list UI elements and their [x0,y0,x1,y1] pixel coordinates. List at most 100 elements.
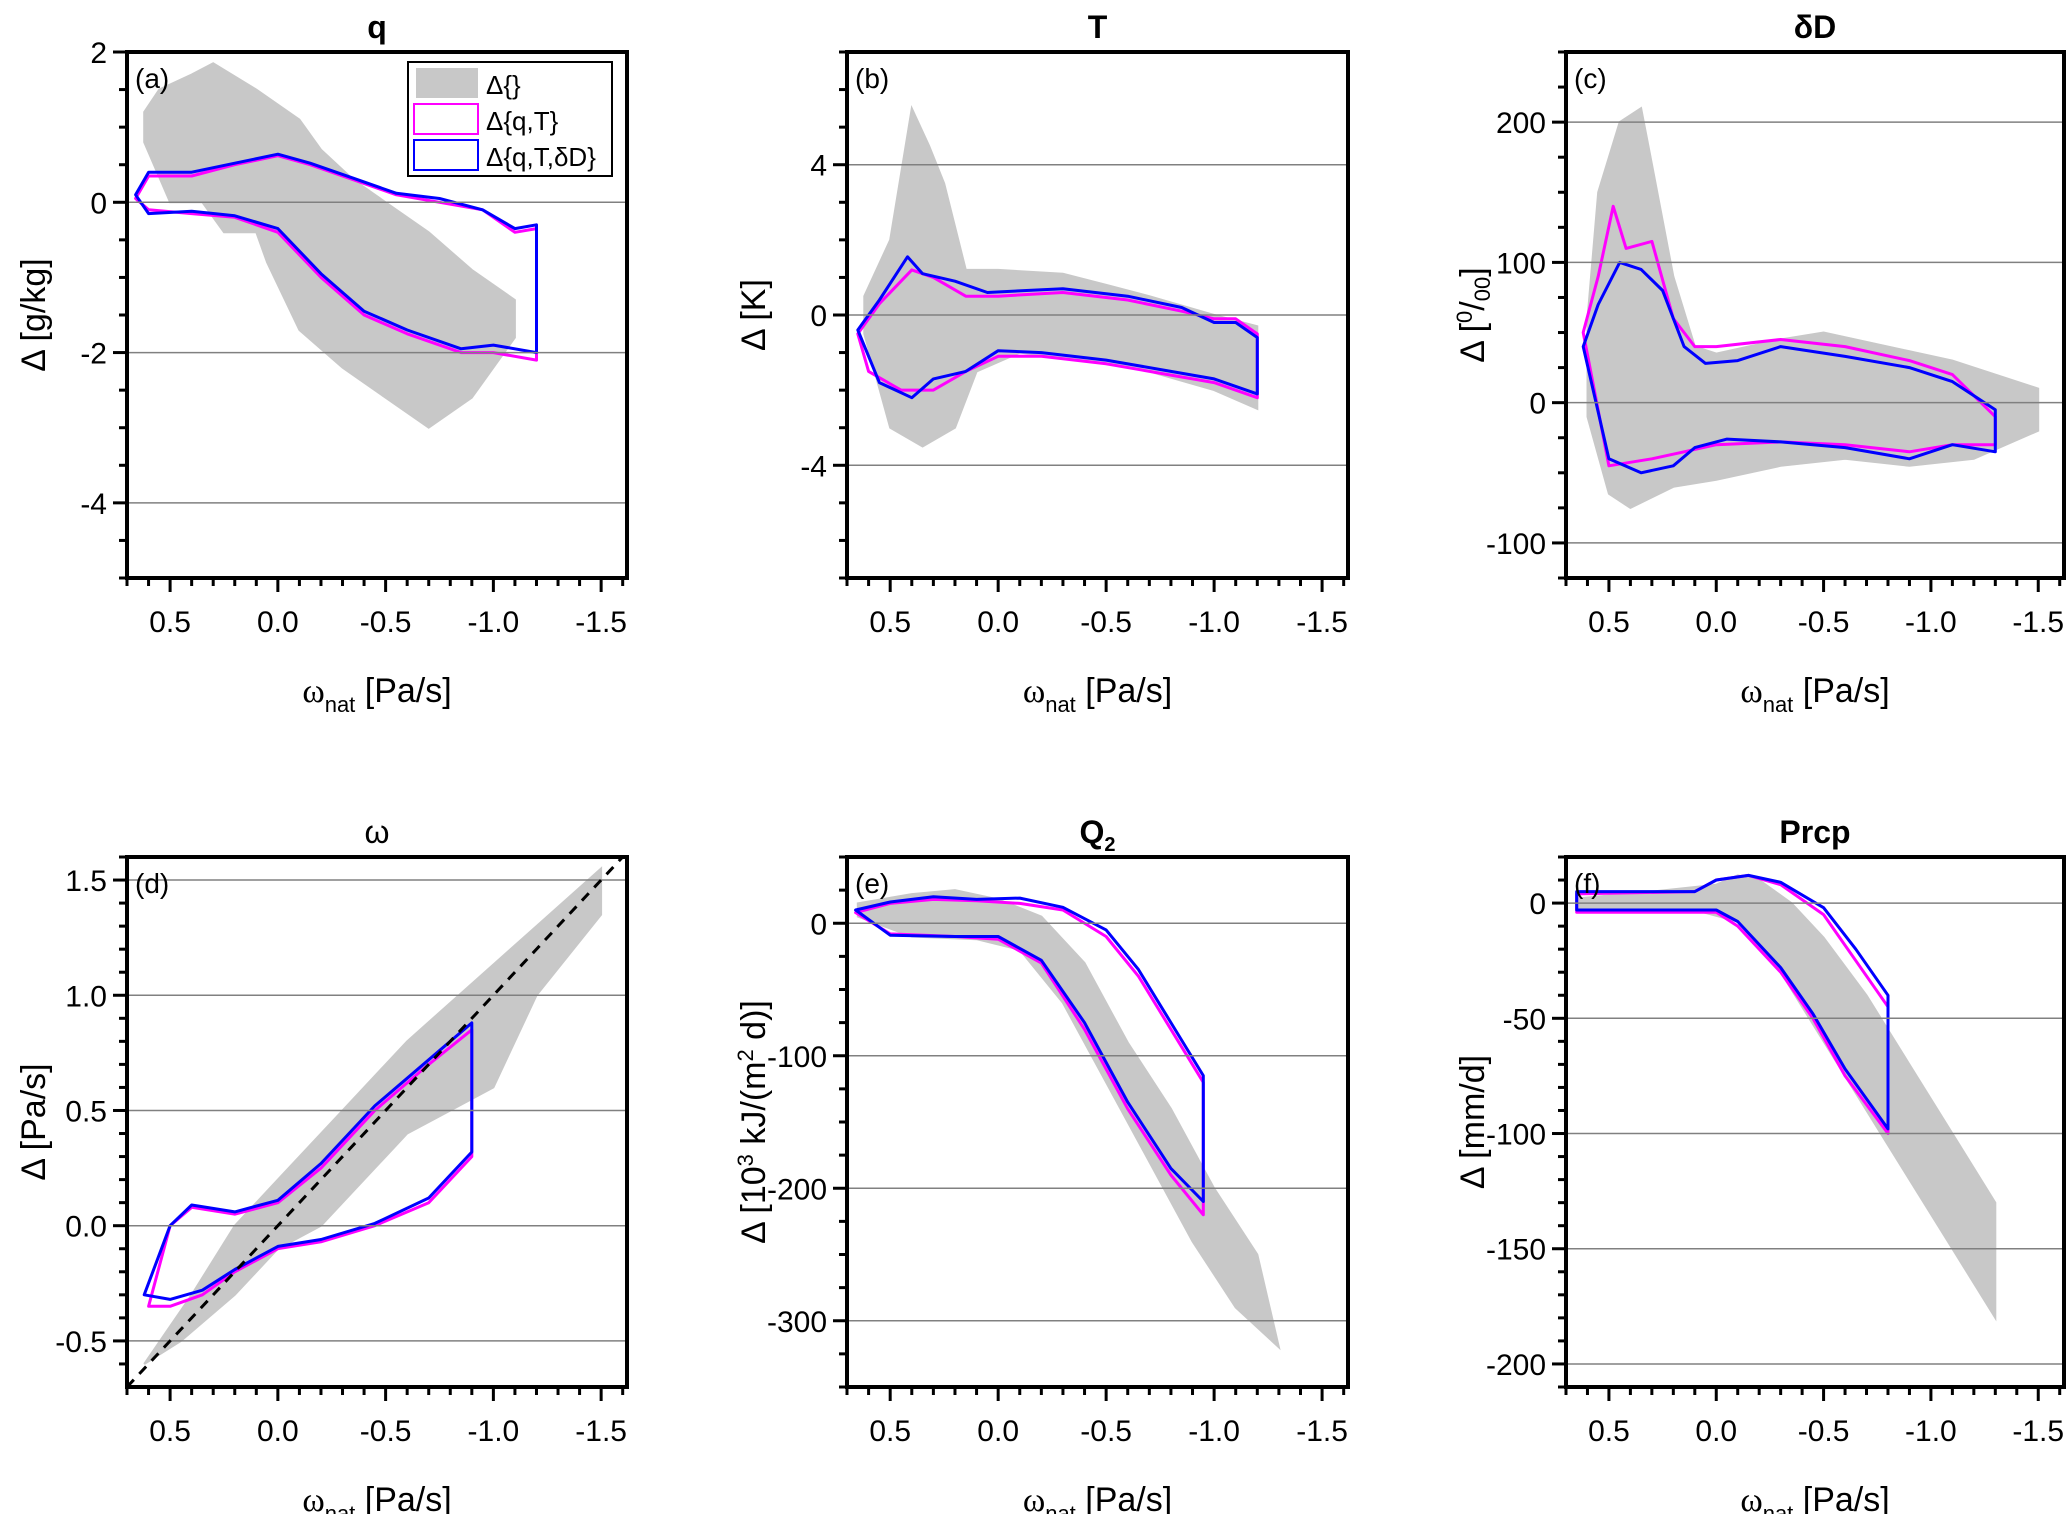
axes-frame [125,855,629,1389]
x-tick-label: -0.5 [360,606,412,639]
y-tick-label: -4 [800,450,827,483]
y-tick-label: 0.0 [65,1211,107,1244]
x-tick-label: 0.0 [257,1415,299,1448]
x-tick-label: -0.5 [1080,606,1132,639]
series-contour-delta-qT [1581,204,1997,468]
plot-area [1566,873,2064,1365]
x-tick-label: 0.5 [1588,606,1630,639]
x-tick-label: -1.5 [575,1415,627,1448]
y-tick-label: 1.0 [65,980,107,1013]
x-tick-label: -1.0 [1905,1415,1957,1448]
panel-label: (f) [1574,868,1600,899]
x-axis-label: ωnat [Pa/s] [1740,672,1889,717]
x-axis-label: ωnat [Pa/s] [1740,1481,1889,1514]
x-tick-label: -1.5 [575,606,627,639]
series-contour-delta-qTdD [856,255,1259,400]
x-tick-label: 0.0 [977,606,1019,639]
y-tick-label: -150 [1486,1234,1546,1267]
y-tick-label: 0.5 [65,1095,107,1128]
plot-area [127,857,627,1387]
series-contour-delta-qTdD [1581,260,1997,475]
x-tick-label: -0.5 [1798,606,1850,639]
plot-area [1566,106,2064,544]
y-tick-label: -2 [80,338,107,371]
series-band-delta-empty [1586,106,2040,510]
x-tick-label: 0.0 [1695,606,1737,639]
y-tick-label: 200 [1496,107,1546,140]
legend-swatch-outline [413,103,479,135]
series-band-delta-empty [1575,874,1997,1322]
series-contour-delta-qTdD [134,152,538,355]
axes-frame [1564,855,2066,1389]
legend: Δ{} Δ{q,T} Δ{q,T,δD} [407,61,613,177]
y-tick-label: -100 [1486,1119,1546,1152]
panel-label: (d) [135,868,169,899]
series-contour-delta-qT [856,268,1259,400]
x-tick-label: -1.5 [1296,606,1348,639]
axes-frame [1564,50,2066,580]
y-tick-label: -4 [80,488,107,521]
y-axis-label: Δ [mm/d] [1454,1055,1492,1189]
y-tick-label: 0 [810,300,827,333]
y-axis-label: Δ [0/00] [1452,267,1495,362]
y-axis-label: Δ [K] [735,279,773,351]
x-tick-label: -0.5 [360,1415,412,1448]
y-tick-label: -200 [767,1173,827,1206]
y-tick-label: 0 [1529,388,1546,421]
x-tick-label: 0.5 [869,606,911,639]
y-tick-label: 1.5 [65,865,107,898]
panel-title: T [1088,9,1108,45]
panel-title: Q2 [1079,814,1115,856]
legend-swatch-outline [413,139,479,171]
legend-swatch-gray [416,68,478,98]
series-band-delta-empty [856,889,1281,1351]
legend-label: Δ{q,T} [486,106,559,136]
series-band-delta-empty [863,105,1259,448]
panel-a: 0.5 0.0 -0.5 -1.0 -1.5 2 0 -2 -4 (a) q ωnat [Pa/s] Δ… [15,9,629,717]
panel-title: δD [1794,9,1837,45]
plot-area [127,62,627,504]
x-tick-label: -1.5 [1296,1415,1348,1448]
x-tick-label: 0.0 [1695,1415,1737,1448]
panel-title: Prcp [1779,814,1850,850]
panel-e: 0.5 0.0 -0.5 -1.0 -1.5 0 -100 -200 -300 (e) Q2 ωnat… [733,814,1350,1514]
y-axis-label: Δ [g/kg] [15,258,53,371]
y-tick-label: 100 [1496,247,1546,280]
series-band-delta-empty [143,866,603,1365]
x-tick-label: 0.5 [1588,1415,1630,1448]
y-axis-label: Δ [103 kJ/(m2 d)] [733,1000,773,1244]
panel-c: 0.5 0.0 -0.5 -1.0 -1.5 200 100 0 -100 (c) δD ωnat [… [1452,9,2066,717]
plot-area [847,889,1348,1351]
legend-label: Δ{q,T,δD} [486,142,596,172]
x-axis-label: ωnat [Pa/s] [302,1481,451,1514]
x-tick-label: -1.5 [2012,606,2064,639]
panel-title: ω [365,814,390,850]
y-tick-label: -50 [1503,1003,1546,1036]
x-tick-label: 0.0 [257,606,299,639]
y-tick-label: -100 [1486,528,1546,561]
panel-f: 0.5 0.0 -0.5 -1.0 -1.5 0 -50 -100 -150 -200 (f) Prc… [1454,814,2066,1514]
y-tick-label: 0 [1529,888,1546,921]
x-tick-label: 0.5 [149,606,191,639]
panel-title: q [367,9,387,45]
x-axis-label: ωnat [Pa/s] [302,672,451,717]
panel-d: 0.5 0.0 -0.5 -1.0 -1.5 1.5 1.0 0.5 0.0 -0.5 (d) ω ωn… [15,814,629,1514]
x-axis-label: ωnat [Pa/s] [1023,1481,1172,1514]
legend-item: Δ{q,T,δD} [413,139,596,172]
x-tick-label: 0.0 [977,1415,1019,1448]
x-tick-label: -1.0 [1905,606,1957,639]
y-tick-label: -100 [767,1041,827,1074]
series-contour-delta-qTdD [142,1021,474,1301]
y-tick-label: -300 [767,1306,827,1339]
panel-label: (b) [855,63,889,94]
legend-label: Δ{} [486,70,521,100]
y-tick-label: 4 [810,150,827,183]
x-tick-label: -0.5 [1798,1415,1850,1448]
y-tick-label: 0 [90,187,107,220]
legend-item: Δ{} [416,68,521,100]
x-tick-label: -1.0 [1188,606,1240,639]
x-tick-label: 0.5 [869,1415,911,1448]
legend-item: Δ{q,T} [413,103,559,136]
y-tick-label: -0.5 [55,1326,107,1359]
